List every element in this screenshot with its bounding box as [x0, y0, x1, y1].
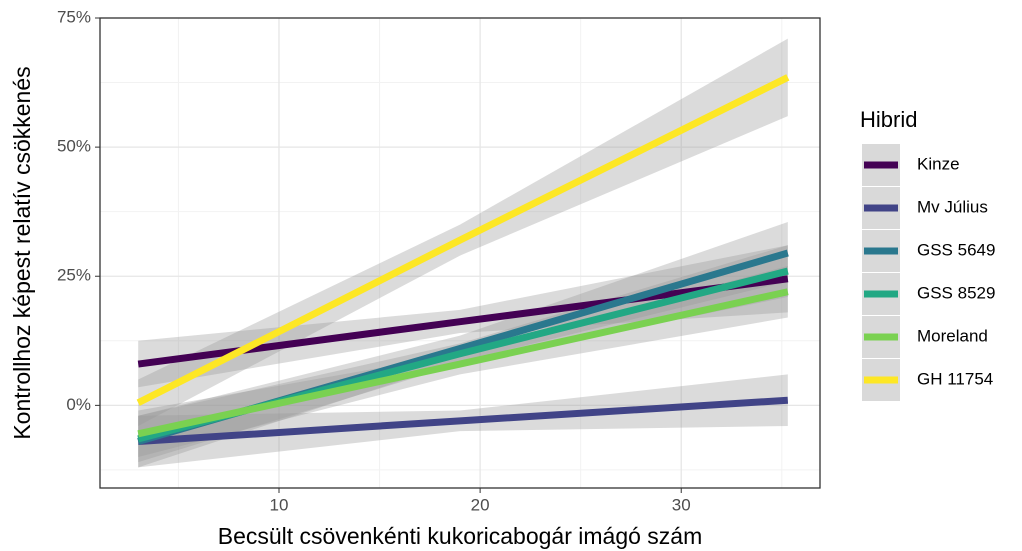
series-line: [136, 74, 790, 406]
confidence-band: [138, 245, 788, 388]
x-tick-label: 10: [270, 495, 289, 514]
y-tick-label: 0%: [66, 395, 91, 414]
legend-label: GSS 8529: [917, 283, 995, 302]
x-tick-label: 30: [672, 495, 691, 514]
x-tick-label: 20: [471, 495, 490, 514]
series-line: [137, 288, 789, 438]
legend-label: Mv Július: [917, 197, 988, 216]
y-tick-label: 75%: [57, 7, 91, 26]
legend-label: Kinze: [917, 154, 960, 173]
legend-label: Moreland: [917, 326, 988, 345]
y-tick-label: 50%: [57, 137, 91, 156]
confidence-band: [138, 38, 788, 427]
y-tick-label: 25%: [57, 266, 91, 285]
series-line: [137, 396, 789, 446]
plot-background: [100, 18, 820, 488]
x-axis-title: Becsült csövenkénti kukoricabogár imágó …: [218, 523, 703, 549]
legend-label: GSS 5649: [917, 240, 995, 259]
legend-title: Hibrid: [860, 107, 917, 132]
legend-label: GH 11754: [917, 369, 993, 388]
plot-border: [99, 17, 821, 489]
y-axis-title: Kontrollhoz képest relatív csökkenés: [9, 66, 35, 439]
